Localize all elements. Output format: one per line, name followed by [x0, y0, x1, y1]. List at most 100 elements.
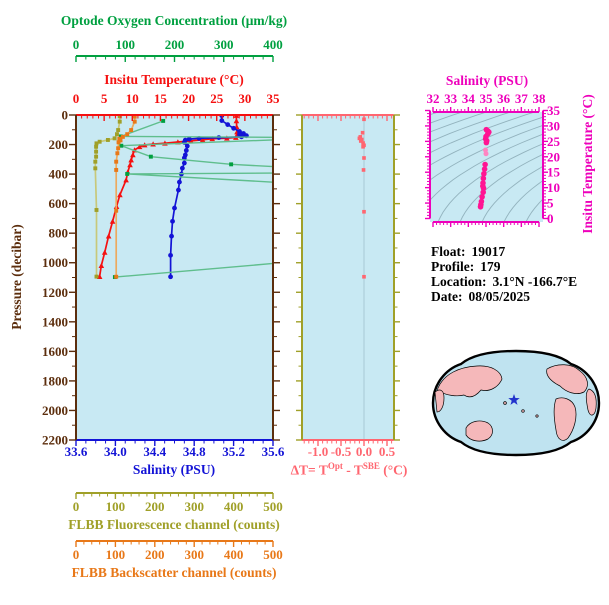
marker-triangle: [199, 137, 206, 143]
marker-triangle: [101, 249, 108, 255]
marker-circle: [168, 274, 173, 280]
tick-label: 35.2: [222, 444, 245, 459]
marker-circle: [181, 160, 187, 166]
tick-label: 400: [224, 547, 244, 562]
island: [521, 409, 525, 413]
tick-label: 200: [145, 499, 165, 514]
isopycnal-contour: [430, 112, 513, 143]
delta-t-title-sup-opt: Opt: [327, 461, 343, 471]
marker-circle: [179, 165, 185, 171]
tick-label: 34.4: [143, 444, 166, 459]
marker-square: [129, 128, 134, 133]
landmass-south-america: [553, 397, 577, 441]
tick-label: 30: [547, 118, 560, 133]
tick-label: 0: [62, 108, 69, 123]
marker-square: [132, 115, 137, 119]
world-map: [431, 349, 601, 457]
curve-segment: [121, 139, 273, 147]
tick-label: 600: [49, 196, 69, 211]
tick-label: 0: [547, 211, 554, 226]
info-location-label: Location:: [431, 274, 487, 289]
marker-circle: [183, 148, 189, 153]
marker-square: [117, 115, 122, 119]
marker-triangle: [128, 157, 134, 163]
marker-square: [114, 208, 119, 213]
landmass-north-america: [546, 364, 588, 394]
info-float: Float: 19017: [431, 244, 577, 259]
info-location: Location: 3.1°N -166.7°E: [431, 274, 577, 289]
salinity-axis-title: Salinity (PSU): [132, 462, 216, 477]
tick-label: 300: [184, 547, 204, 562]
tick-label: 400: [49, 167, 69, 182]
marker-square: [94, 141, 99, 146]
tick-label: 200: [49, 137, 69, 152]
delta-t-axis-title: ΔT= TOpt - TSBE (°C): [291, 461, 408, 479]
ts-points: [477, 126, 492, 210]
tick-label: 1400: [42, 314, 68, 329]
marker-square: [115, 132, 119, 137]
marker-circle: [169, 233, 174, 239]
marker-circle: [186, 136, 192, 142]
float-info-block: Float: 19017 Profile: 179 Location: 3.1°N -…: [431, 244, 577, 304]
tick-label: 200: [165, 37, 185, 52]
marker-circle: [231, 125, 237, 131]
tick-label: -1.0: [308, 444, 329, 459]
landmass-africa-edge: [585, 388, 597, 416]
marker-circle: [219, 118, 225, 124]
isopycnal-contour: [459, 153, 543, 222]
curve-backscatter: [114, 115, 137, 279]
tick-label: 1000: [42, 255, 68, 270]
tick-label: 300: [184, 499, 204, 514]
marker-square: [116, 140, 121, 145]
tick-label: 35: [547, 103, 561, 118]
marker-square: [361, 168, 366, 172]
marker-square: [115, 151, 120, 156]
isopycnal-contour: [481, 165, 543, 222]
tick-label: 300: [214, 37, 234, 52]
tick-label: 0.5: [379, 444, 396, 459]
marker-square: [357, 136, 362, 141]
marker-square: [94, 154, 99, 159]
delta-t-title-pre: ΔT= T: [290, 462, 328, 478]
tick-label: 0: [73, 91, 80, 106]
isopycnal-contour: [430, 116, 543, 166]
tick-label: 35: [267, 91, 281, 106]
curve-segment: [114, 262, 273, 278]
tick-label: 20: [547, 149, 560, 164]
marker-triangle: [136, 143, 143, 150]
tick-label: 2200: [42, 433, 68, 448]
curve-fluorescence: [93, 115, 122, 279]
island: [535, 414, 539, 418]
tick-label: 25: [210, 91, 224, 106]
info-date: Date: 08/05/2025: [431, 289, 577, 304]
info-location-value: 3.1°N -166.7°E: [492, 274, 578, 289]
tick-label: 15: [547, 165, 561, 180]
tick-label: 2000: [42, 403, 68, 418]
info-float-value: 19017: [471, 244, 506, 259]
tick-label: 38: [533, 91, 547, 106]
tick-label: 5: [547, 196, 554, 211]
ts-point-light: [483, 151, 489, 157]
float-location-star: [508, 394, 520, 405]
info-profile-value: 179: [480, 259, 501, 274]
marker-square: [97, 139, 102, 144]
ts-point: [480, 175, 487, 182]
island: [503, 401, 507, 405]
tick-label: 0: [73, 499, 80, 514]
main-plot-curves: [93, 115, 273, 280]
ts-point: [477, 203, 484, 210]
ts-point: [480, 185, 487, 192]
marker-square: [94, 149, 99, 154]
tick-label: 33: [444, 91, 458, 106]
backscatter-axis-title: FLBB Backscatter channel (counts): [71, 565, 277, 580]
main-profile-plot: 0 5 10 15 20 25 30 35 33.6 34.0 34.4 34.8 35.2 35.6 0 2…: [42, 37, 285, 562]
marker-square: [112, 136, 117, 141]
marker-square: [117, 119, 122, 124]
tick-label: 0: [73, 547, 80, 562]
info-float-label: Float:: [431, 244, 466, 259]
tick-label: 200: [145, 547, 165, 562]
main-plot-background: [76, 115, 273, 440]
tick-label: 34.0: [104, 444, 127, 459]
ts-salinity-axis-title: Salinity (PSU): [445, 73, 529, 88]
